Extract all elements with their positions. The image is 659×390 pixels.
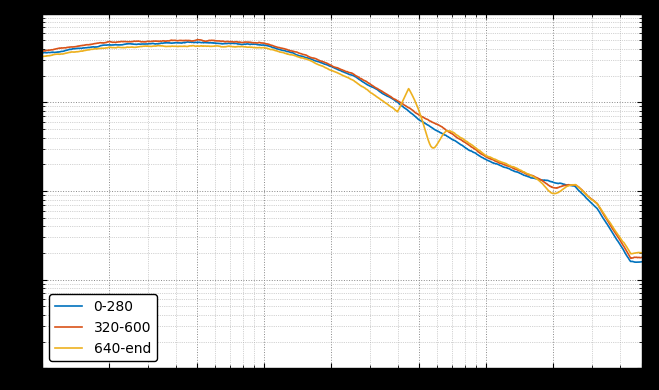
640-end xyxy=(314,62,322,67)
640-end xyxy=(69,50,76,54)
0-280 xyxy=(511,169,519,174)
0-280 xyxy=(314,59,322,64)
320-600 xyxy=(511,167,519,171)
Line: 0-280: 0-280 xyxy=(42,42,642,262)
320-600 xyxy=(620,245,628,249)
0-280 xyxy=(38,51,46,55)
0-280 xyxy=(330,66,338,70)
320-600 xyxy=(638,255,646,260)
320-600 xyxy=(621,245,629,250)
320-600 xyxy=(69,44,76,49)
640-end xyxy=(189,43,197,48)
640-end xyxy=(330,69,338,74)
640-end xyxy=(621,241,629,246)
Line: 320-600: 320-600 xyxy=(42,40,642,258)
0-280 xyxy=(69,46,76,51)
640-end xyxy=(511,165,519,170)
640-end xyxy=(638,250,646,255)
0-280 xyxy=(638,259,646,264)
Legend: 0-280, 320-600, 640-end: 0-280, 320-600, 640-end xyxy=(49,294,157,361)
Line: 640-end: 640-end xyxy=(42,46,642,254)
320-600 xyxy=(194,37,202,42)
640-end xyxy=(38,54,46,59)
0-280 xyxy=(631,260,639,264)
0-280 xyxy=(184,39,192,44)
320-600 xyxy=(38,49,46,53)
320-600 xyxy=(330,65,338,69)
0-280 xyxy=(620,249,628,254)
0-280 xyxy=(621,250,629,254)
320-600 xyxy=(627,256,635,261)
640-end xyxy=(627,252,635,256)
640-end xyxy=(620,241,628,245)
320-600 xyxy=(314,58,322,62)
